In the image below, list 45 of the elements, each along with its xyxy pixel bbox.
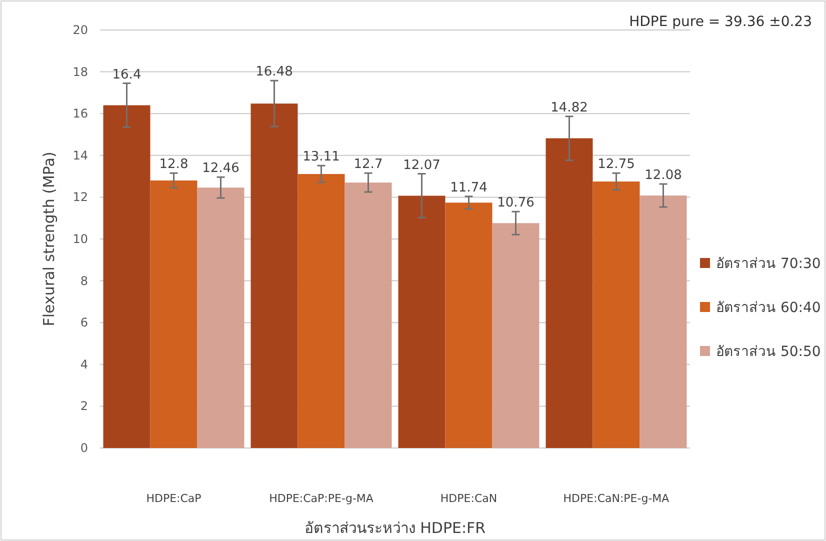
y-tick-label: 2 xyxy=(80,399,88,414)
legend-label: อัตราส่วน 50:50 xyxy=(716,344,821,360)
y-tick-label: 16 xyxy=(72,106,88,121)
bar xyxy=(445,202,492,448)
data-label: 11.74 xyxy=(450,180,488,196)
y-tick-label: 12 xyxy=(72,190,88,204)
bar xyxy=(592,182,640,448)
bar xyxy=(150,180,198,448)
y-tick-label: 6 xyxy=(80,316,88,330)
data-label: 10.76 xyxy=(497,196,534,211)
y-tick-label: 20 xyxy=(72,23,88,37)
data-label: 13.11 xyxy=(302,150,340,165)
bar xyxy=(398,196,446,448)
x-axis-title: อัตราส่วนระหว่าง HDPE:FR xyxy=(304,519,486,537)
bar xyxy=(492,223,540,448)
x-tick-label: HDPE:CaN:PE-g-MA xyxy=(563,492,670,505)
bar xyxy=(298,174,345,448)
bar xyxy=(197,188,244,448)
data-label: 12.75 xyxy=(598,157,635,172)
x-tick-label: HDPE:CaN xyxy=(440,492,498,505)
y-tick-label: 8 xyxy=(80,274,88,288)
y-tick-label: 10 xyxy=(72,232,88,246)
x-tick-label: HDPE:CaP xyxy=(146,492,202,505)
data-label: 12.8 xyxy=(159,157,188,172)
bar xyxy=(344,182,392,448)
y-tick-label: 18 xyxy=(72,64,88,79)
bar xyxy=(250,104,298,448)
bar xyxy=(103,105,150,448)
data-label: 12.07 xyxy=(403,158,440,173)
bar xyxy=(640,196,687,448)
data-label: 16.4 xyxy=(112,67,142,82)
bar xyxy=(546,138,593,448)
data-label: 14.82 xyxy=(550,100,588,116)
x-tick-label: HDPE:CaP:PE-g-MA xyxy=(269,492,374,505)
y-tick-label: 14 xyxy=(72,148,88,162)
data-label: 12.46 xyxy=(202,161,240,176)
y-tick-label: 0 xyxy=(80,441,88,455)
legend-label: อัตราส่วน 70:30 xyxy=(716,256,821,272)
data-label: 12.08 xyxy=(644,168,682,184)
data-label: 16.48 xyxy=(256,64,293,80)
annotation: HDPE pure = 39.36 ±0.23 xyxy=(629,14,812,30)
y-tick-label: 4 xyxy=(80,357,88,372)
legend-label: อัตราส่วน 60:40 xyxy=(716,300,821,316)
y-axis-title: Flexural strength (MPa) xyxy=(40,152,58,326)
data-label: 12.7 xyxy=(354,157,383,172)
